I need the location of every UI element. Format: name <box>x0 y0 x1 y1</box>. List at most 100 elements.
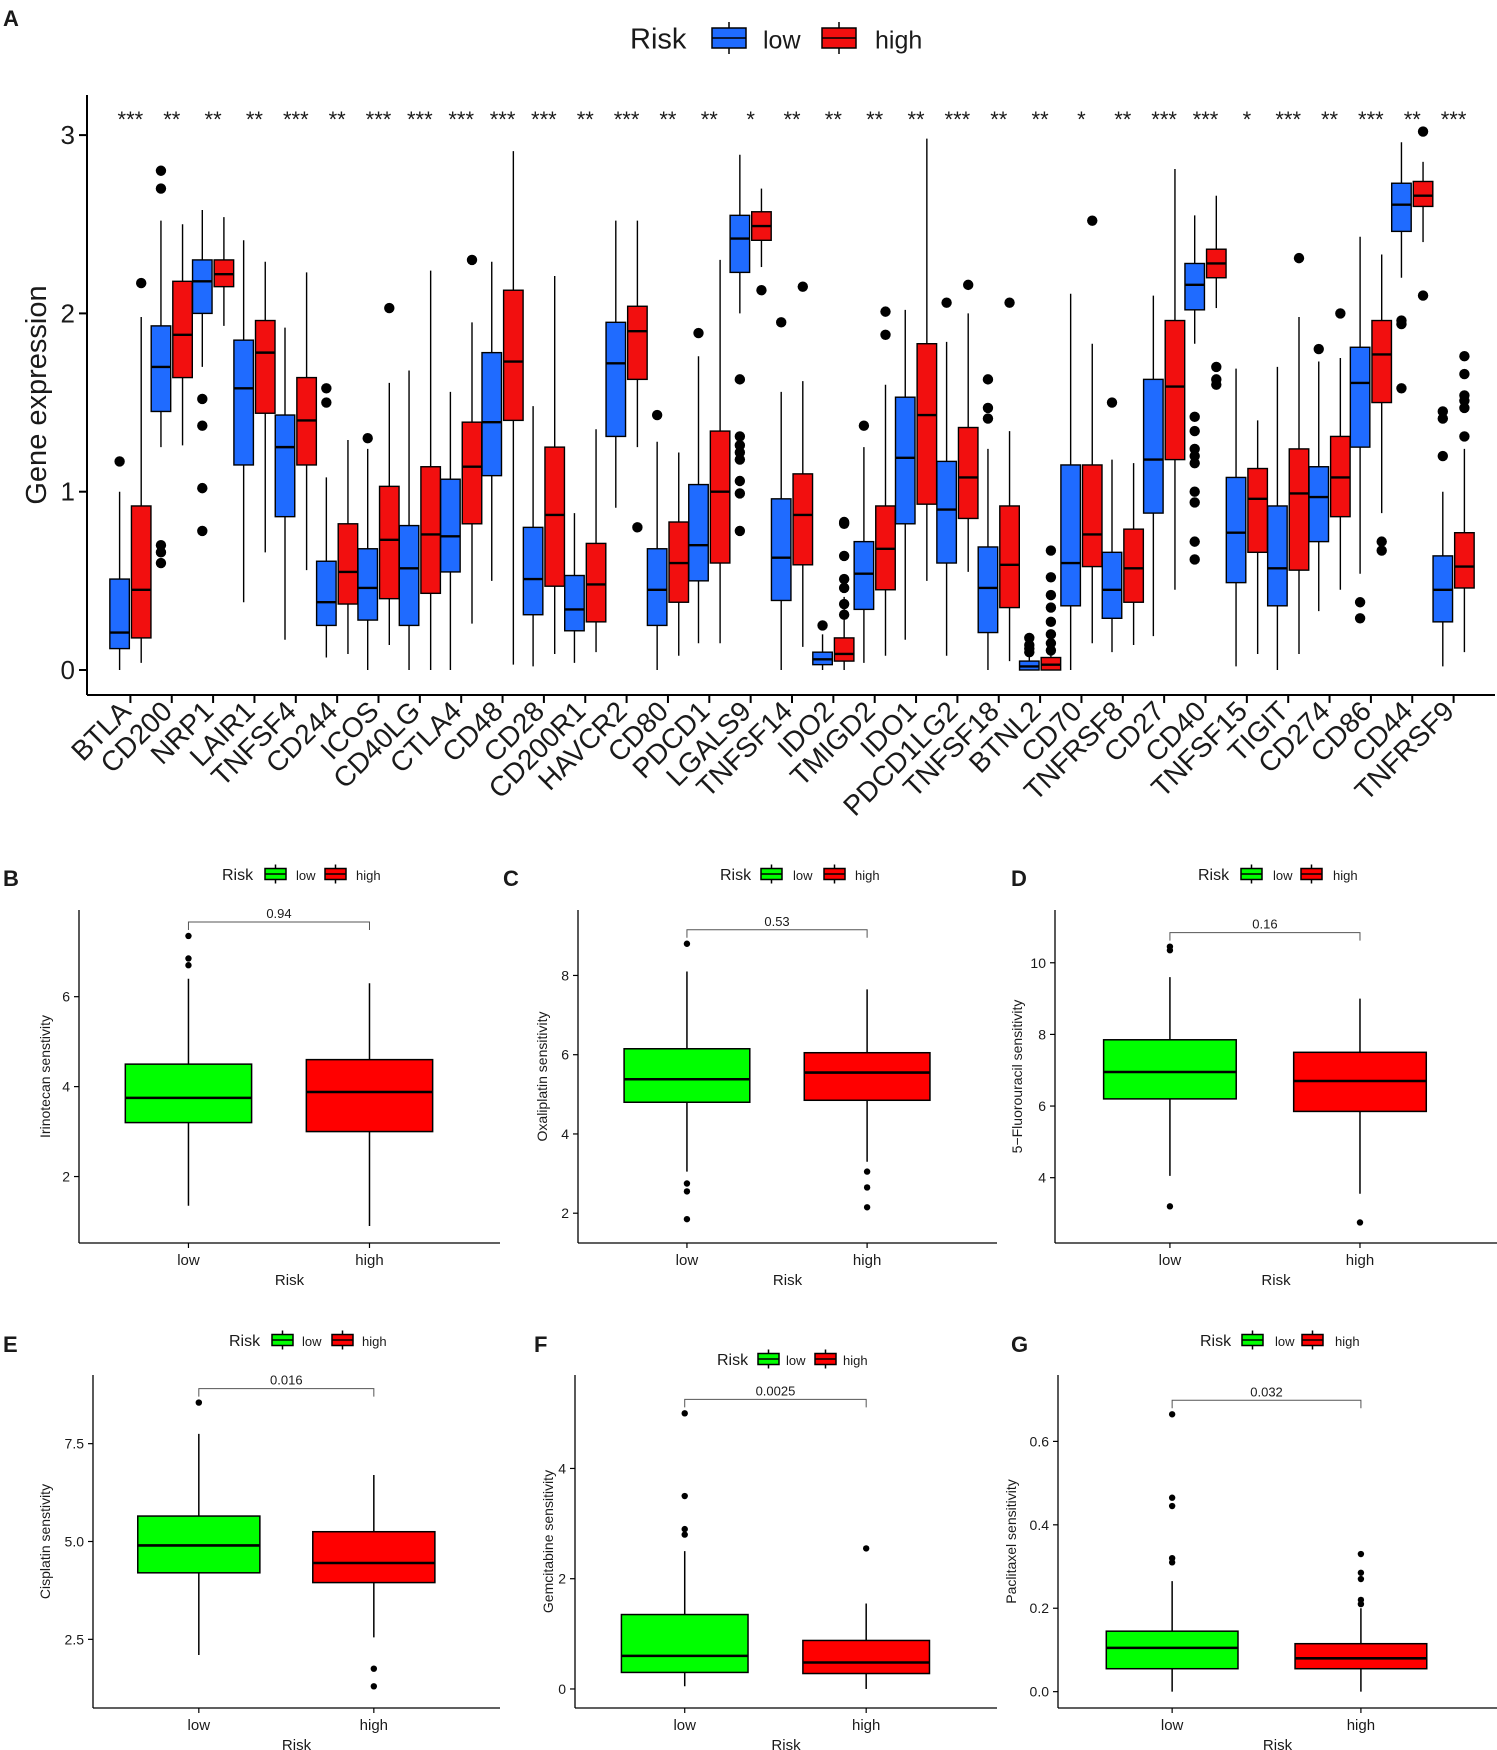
box-low-HAVCR2 <box>605 220 627 508</box>
box-low-CD27 <box>1142 295 1164 637</box>
box-high-TMIGD2 <box>875 306 896 656</box>
box-low-CD40-outlier-3 <box>1189 450 1200 462</box>
legend-label-low: low <box>1275 1334 1295 1349</box>
box-high-BTNL2-outlier-4 <box>1045 616 1057 628</box>
box-low-LGALS9-outlier-4 <box>734 454 746 465</box>
box-high-CTLA4-box <box>461 421 483 525</box>
box-high-c-outlier-2 <box>863 1204 871 1211</box>
y-tick-label-a: 3 <box>61 120 75 150</box>
box-low-NRP1-outlier-2 <box>197 482 208 494</box>
significance-BTLA: *** <box>118 107 144 132</box>
significance-CD40: *** <box>1193 107 1219 132</box>
box-low-CD200-box <box>150 325 172 413</box>
box-high-CD40-outlier-2 <box>1211 379 1222 390</box>
legend: Risk low high <box>717 1349 868 1369</box>
significance-CD274: ** <box>1321 107 1339 132</box>
box-low-LGALS9-outlier-7 <box>734 525 746 537</box>
significance-CD244: ** <box>329 107 347 132</box>
y-axis-title-d: 5−Fluorouracil sensitivity <box>1009 1000 1025 1154</box>
box-low-CD40LG-box <box>398 524 420 627</box>
y-tick-label-c: 6 <box>561 1047 569 1063</box>
significance-CD48: *** <box>490 107 516 132</box>
box-high-TNFRSF9-outlier-0 <box>1459 350 1470 362</box>
box-low-CD200R1-box <box>564 574 585 632</box>
box-low-CD27-box <box>1142 378 1164 514</box>
box-low-HAVCR2-box <box>605 321 627 438</box>
x-axis-title-d: Risk <box>1261 1272 1291 1289</box>
legend-title: Risk <box>222 867 254 884</box>
significance-TNFSF15: * <box>1243 107 1252 132</box>
box-high-g-outlier-2 <box>1357 1575 1365 1583</box>
pvalue-b: 0.94 <box>266 906 291 921</box>
box-low-f-outlier-3 <box>681 1531 688 1538</box>
box-high-TIGIT-outlier-0 <box>1293 252 1305 264</box>
box-high-CD27 <box>1164 168 1186 590</box>
legend-label-low: low <box>1273 868 1293 883</box>
legend-label-low: low <box>763 26 801 54</box>
y-tick-label-d: 8 <box>1038 1026 1046 1042</box>
box-low-LGALS9-outlier-2 <box>734 440 746 451</box>
box-low-CD86-box <box>1349 346 1371 448</box>
panel-d: D Risk low high 4 6 8 10 5−Fluorouracil sensitiv… <box>1009 864 1497 1289</box>
x-axis-title-g: Risk <box>1263 1737 1293 1750</box>
box-high-TIGIT <box>1288 252 1310 654</box>
box-low-CD244-outlier-1 <box>321 397 332 408</box>
box-low-CD40-outlier-0 <box>1189 411 1200 423</box>
box-high-TNFSF4 <box>296 272 318 571</box>
box-low-CD80 <box>646 409 668 670</box>
y-axis-title-e: Cisplatin senstivity <box>37 1484 53 1599</box>
box-high-CD70-box <box>1081 464 1103 568</box>
box-low-CD274 <box>1308 343 1330 612</box>
box-high-CD44-box <box>1412 180 1434 208</box>
box-low-TNFRSF9-outlier-2 <box>1437 450 1449 462</box>
box-low-g <box>1105 1411 1239 1692</box>
x-tick-label-low-g: low <box>1161 1717 1184 1734</box>
panel-label-e: E <box>3 1332 18 1357</box>
box-high-ICOS-outlier-0 <box>384 302 395 314</box>
box-high-CD200-box <box>172 280 194 379</box>
box-high-TNFRSF8 <box>1123 463 1145 646</box>
box-low-c <box>623 940 751 1223</box>
box-high-c-outlier-0 <box>863 1168 871 1175</box>
box-high-IDO2-box <box>833 637 855 662</box>
bracket-line-g <box>1171 1399 1362 1409</box>
box-high-f <box>802 1545 931 1689</box>
y-tick-label-d: 4 <box>1038 1170 1046 1186</box>
box-high-CD80 <box>668 452 690 656</box>
significance-PDCD1LG2: *** <box>945 107 971 132</box>
legend-label-low: low <box>793 868 813 883</box>
pvalue-bracket-e: 0.016 <box>198 1373 375 1397</box>
legend: Risk low high <box>222 864 381 884</box>
box-low-CD70-box <box>1060 464 1082 607</box>
box-high-CD27-box <box>1164 319 1186 461</box>
box-low-LGALS9-outlier-3 <box>734 447 746 458</box>
box-high-NRP1 <box>213 217 235 326</box>
box-low-PDCD1LG2-outlier-0 <box>941 297 952 308</box>
pvalue-c: 0.53 <box>764 914 789 929</box>
box-low-b-outlier-1 <box>185 955 192 962</box>
box-high-BTNL2-outlier-3 <box>1045 602 1057 613</box>
box-high-CD86-outlier-0 <box>1376 536 1387 547</box>
box-low-TNFSF18-outlier-1 <box>982 402 994 414</box>
box-low-d <box>1102 943 1237 1210</box>
box-high-ICOS-box <box>378 485 400 600</box>
box-high-BTNL2-outlier-1 <box>1045 572 1057 583</box>
x-axis-title-e: Risk <box>282 1737 312 1750</box>
x-tick-label-low-c: low <box>676 1252 699 1269</box>
significance-LAIR1: ** <box>246 107 264 132</box>
box-low-b-box <box>124 1063 253 1124</box>
box-high-CD40LG <box>420 270 442 670</box>
box-high-PDCD1-box <box>709 430 731 564</box>
significance-LGALS9: * <box>746 107 755 132</box>
box-high-CD70-outlier-0 <box>1087 215 1098 226</box>
box-low-TNFRSF8-box <box>1101 551 1123 619</box>
significance-CTLA4: *** <box>448 107 474 132</box>
box-low-CD40 <box>1184 215 1206 565</box>
box-low-BTNL2-outlier-3 <box>1024 646 1035 658</box>
panel-label-a: A <box>3 6 19 31</box>
panel-label-d: D <box>1011 866 1027 891</box>
box-low-CD200 <box>150 165 172 569</box>
box-high-e-box <box>312 1530 436 1584</box>
panel-label-g: G <box>1011 1332 1028 1357</box>
box-high-TNFRSF9-outlier-5 <box>1459 431 1470 442</box>
